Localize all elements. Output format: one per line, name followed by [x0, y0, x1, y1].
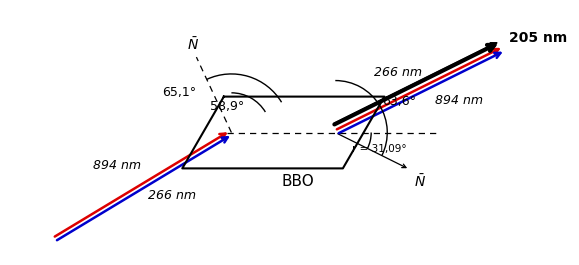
- Text: BBO: BBO: [281, 174, 314, 189]
- Text: $\bar{N}$: $\bar{N}$: [415, 173, 427, 190]
- Text: 266 nm: 266 nm: [374, 66, 422, 79]
- Text: 894 nm: 894 nm: [93, 159, 141, 172]
- Text: 894 nm: 894 nm: [435, 94, 483, 107]
- Text: 65,1°: 65,1°: [162, 86, 196, 99]
- Text: 205 nm: 205 nm: [509, 31, 567, 45]
- Text: 63,6°: 63,6°: [383, 95, 416, 108]
- Text: 266 nm: 266 nm: [148, 189, 196, 202]
- Text: $\bar{N}$: $\bar{N}$: [186, 37, 199, 53]
- Text: 58,9°: 58,9°: [210, 100, 244, 113]
- Text: r = 31,09°: r = 31,09°: [352, 144, 407, 154]
